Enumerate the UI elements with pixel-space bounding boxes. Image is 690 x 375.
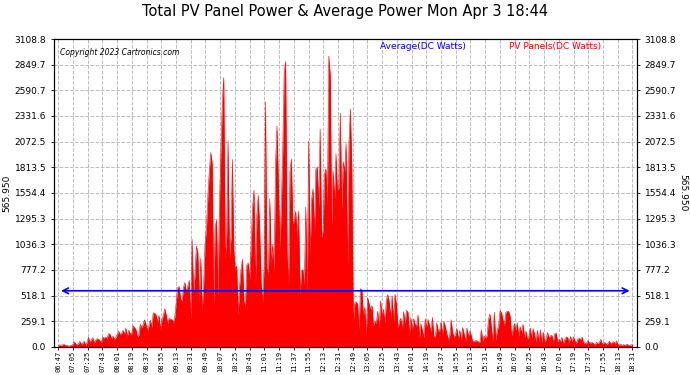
Y-axis label: 565.950: 565.950 <box>3 174 12 211</box>
Y-axis label: 565.950: 565.950 <box>678 174 687 211</box>
Text: Average(DC Watts): Average(DC Watts) <box>380 42 466 51</box>
Text: PV Panels(DC Watts): PV Panels(DC Watts) <box>509 42 601 51</box>
Text: Copyright 2023 Cartronics.com: Copyright 2023 Cartronics.com <box>59 48 179 57</box>
Text: Total PV Panel Power & Average Power Mon Apr 3 18:44: Total PV Panel Power & Average Power Mon… <box>142 4 548 19</box>
